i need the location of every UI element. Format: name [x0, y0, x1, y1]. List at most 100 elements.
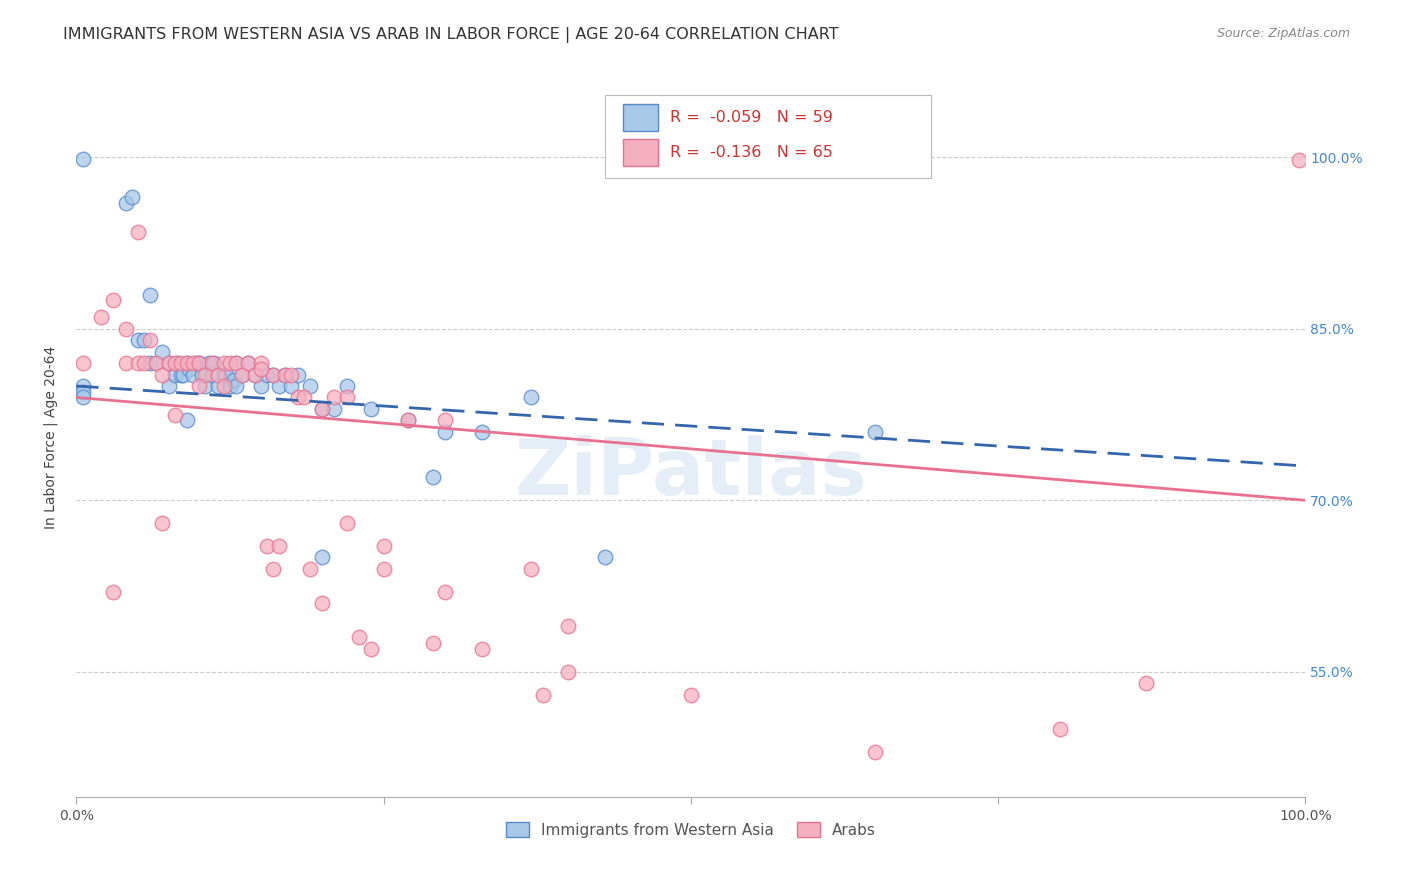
Point	[145, 356, 167, 370]
Point	[1049, 722, 1071, 736]
Point	[90, 310, 112, 325]
Point	[72, 152, 94, 166]
Point	[262, 368, 284, 382]
Point	[274, 368, 297, 382]
Point	[163, 356, 186, 370]
Point	[202, 356, 225, 370]
Point	[225, 356, 247, 370]
Point	[186, 356, 208, 370]
Point	[422, 636, 444, 650]
Point	[593, 550, 616, 565]
Point	[172, 368, 194, 382]
Point	[336, 379, 359, 393]
Point	[557, 619, 579, 633]
Point	[243, 368, 266, 382]
Point	[520, 391, 543, 405]
Point	[274, 368, 297, 382]
Point	[311, 596, 333, 610]
Point	[336, 391, 359, 405]
Point	[194, 368, 217, 382]
Point	[373, 562, 395, 576]
Point	[311, 401, 333, 416]
Point	[679, 688, 702, 702]
Point	[200, 368, 222, 382]
Point	[176, 413, 198, 427]
Point	[176, 356, 198, 370]
Point	[865, 745, 887, 759]
Point	[311, 401, 333, 416]
Point	[323, 391, 346, 405]
Point	[207, 368, 229, 382]
Point	[139, 356, 162, 370]
Point	[298, 562, 321, 576]
Point	[360, 641, 382, 656]
Point	[166, 356, 188, 370]
Text: IMMIGRANTS FROM WESTERN ASIA VS ARAB IN LABOR FORCE | AGE 20-64 CORRELATION CHAR: IMMIGRANTS FROM WESTERN ASIA VS ARAB IN …	[63, 27, 839, 43]
Point	[72, 391, 94, 405]
Point	[163, 368, 186, 382]
Point	[127, 356, 149, 370]
Point	[865, 425, 887, 439]
Text: R =  -0.136   N = 65: R = -0.136 N = 65	[671, 145, 832, 160]
Point	[471, 425, 494, 439]
Point	[152, 368, 174, 382]
Point	[132, 356, 155, 370]
Point	[194, 379, 217, 393]
Point	[249, 362, 271, 376]
Point	[139, 287, 162, 301]
Point	[520, 562, 543, 576]
Point	[198, 356, 221, 370]
Text: ZiPatlas: ZiPatlas	[515, 435, 868, 511]
Point	[434, 425, 457, 439]
Point	[262, 368, 284, 382]
Point	[471, 641, 494, 656]
Point	[434, 413, 457, 427]
Point	[434, 584, 457, 599]
Point	[127, 334, 149, 348]
Point	[238, 356, 260, 370]
Point	[157, 356, 180, 370]
Point	[323, 401, 346, 416]
Point	[231, 368, 253, 382]
Point	[347, 631, 370, 645]
Point	[422, 470, 444, 484]
Point	[531, 688, 554, 702]
Point	[190, 368, 212, 382]
Point	[396, 413, 419, 427]
Point	[269, 539, 291, 553]
Point	[292, 391, 315, 405]
Text: R =  -0.059   N = 59: R = -0.059 N = 59	[671, 111, 832, 125]
Point	[256, 368, 278, 382]
Point	[243, 368, 266, 382]
Point	[212, 379, 235, 393]
Point	[256, 539, 278, 553]
Point	[200, 356, 222, 370]
Point	[181, 356, 204, 370]
Point	[249, 379, 271, 393]
Point	[132, 334, 155, 348]
Point	[121, 190, 143, 204]
Point	[207, 379, 229, 393]
Point	[1135, 676, 1157, 690]
Point	[176, 356, 198, 370]
Point	[219, 356, 242, 370]
FancyBboxPatch shape	[605, 95, 931, 178]
Point	[249, 356, 271, 370]
Point	[215, 368, 238, 382]
Point	[280, 368, 302, 382]
Point	[231, 368, 253, 382]
Bar	[623, 104, 658, 131]
Point	[311, 550, 333, 565]
Text: Source: ZipAtlas.com: Source: ZipAtlas.com	[1216, 27, 1350, 40]
Point	[103, 584, 125, 599]
Point	[222, 373, 245, 387]
Point	[127, 225, 149, 239]
Point	[287, 391, 309, 405]
Point	[373, 539, 395, 553]
Point	[72, 379, 94, 393]
Point	[170, 368, 193, 382]
Point	[557, 665, 579, 679]
Point	[298, 379, 321, 393]
Legend: Immigrants from Western Asia, Arabs: Immigrants from Western Asia, Arabs	[499, 815, 882, 844]
Point	[179, 362, 201, 376]
